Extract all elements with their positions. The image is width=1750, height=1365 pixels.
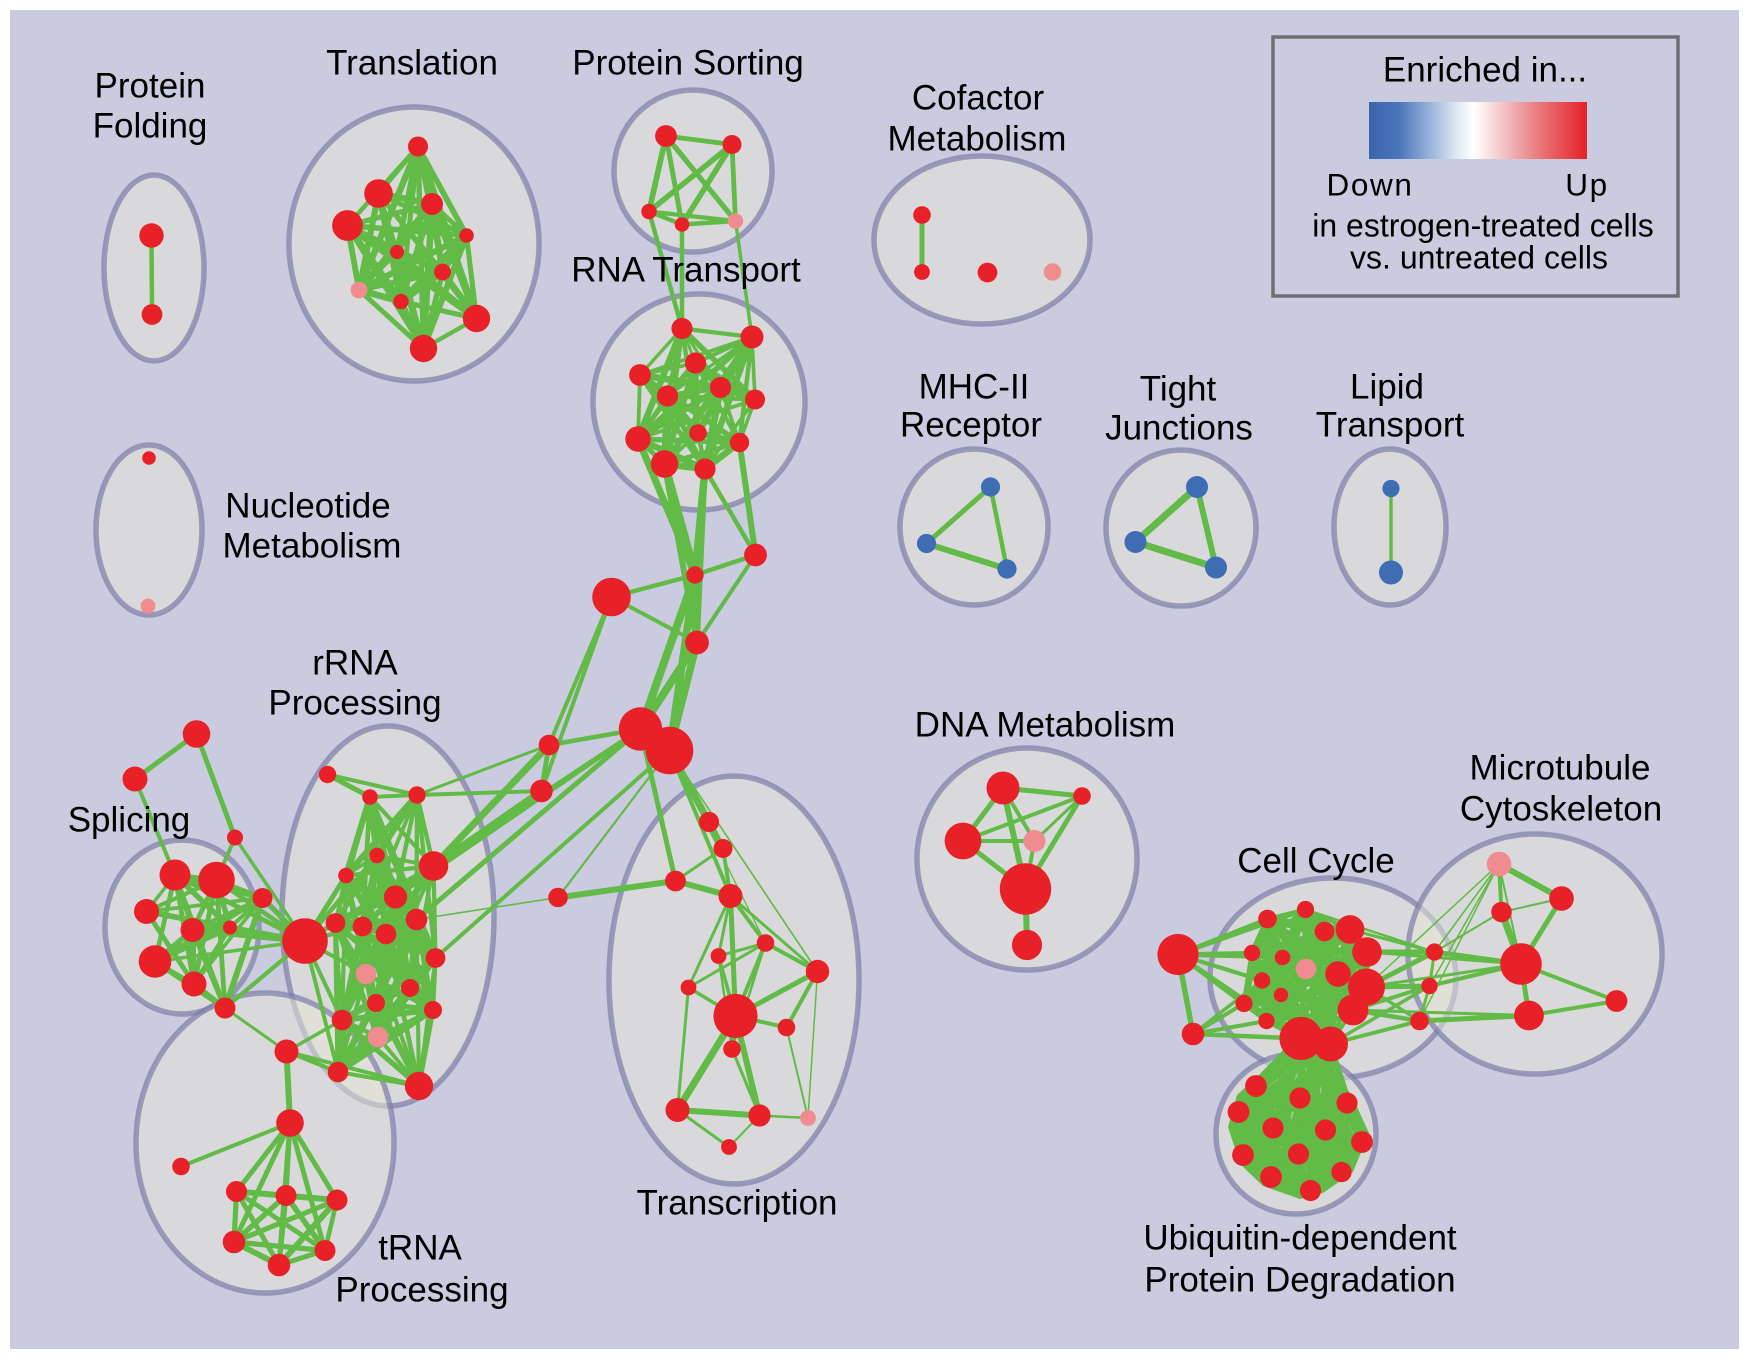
svg-text:Transcription: Transcription [637,1183,838,1222]
svg-text:Up: Up [1565,166,1608,202]
svg-text:Processing: Processing [268,683,441,722]
svg-text:Transport: Transport [1316,405,1465,444]
svg-text:Microtubule: Microtubule [1470,748,1651,787]
svg-text:Splicing: Splicing [68,800,191,839]
svg-text:Cytoskeleton: Cytoskeleton [1460,789,1662,828]
svg-text:Enriched in...: Enriched in... [1383,50,1587,89]
svg-text:rRNA: rRNA [312,643,398,682]
svg-text:RNA Transport: RNA Transport [571,250,801,289]
svg-text:DNA Metabolism: DNA Metabolism [915,705,1176,744]
svg-text:Cofactor: Cofactor [912,78,1045,117]
svg-text:Ubiquitin-dependent: Ubiquitin-dependent [1143,1218,1457,1257]
svg-text:Protein Degradation: Protein Degradation [1144,1260,1455,1299]
svg-text:Tight: Tight [1140,369,1217,408]
svg-text:tRNA: tRNA [378,1228,462,1267]
svg-text:Metabolism: Metabolism [888,119,1067,158]
svg-text:Translation: Translation [326,43,498,82]
svg-text:Protein Sorting: Protein Sorting [572,43,804,82]
svg-text:Receptor: Receptor [900,405,1042,444]
svg-text:Folding: Folding [93,106,208,145]
svg-text:MHC-II: MHC-II [919,367,1030,406]
svg-text:Protein: Protein [95,66,206,105]
svg-text:Processing: Processing [335,1270,508,1309]
svg-text:Nucleotide: Nucleotide [225,486,390,525]
svg-text:Metabolism: Metabolism [223,526,402,565]
svg-text:Lipid: Lipid [1350,367,1424,406]
svg-text:Cell Cycle: Cell Cycle [1237,841,1395,880]
svg-text:Down: Down [1327,166,1414,202]
svg-text:vs. untreated cells: vs. untreated cells [1350,239,1608,275]
svg-text:Junctions: Junctions [1105,408,1253,447]
svg-text:in estrogen-treated cells: in estrogen-treated cells [1312,207,1654,243]
